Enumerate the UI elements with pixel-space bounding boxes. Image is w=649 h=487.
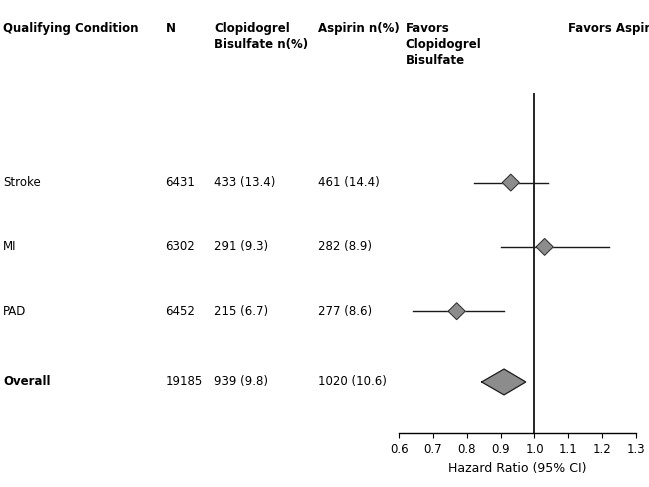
Text: 433 (13.4): 433 (13.4) [214, 176, 276, 189]
Text: Clopidogrel
Bisulfate n(%): Clopidogrel Bisulfate n(%) [214, 22, 308, 51]
Text: 215 (6.7): 215 (6.7) [214, 305, 268, 318]
Text: 6452: 6452 [165, 305, 195, 318]
Text: 461 (14.4): 461 (14.4) [318, 176, 380, 189]
Text: Stroke: Stroke [3, 176, 41, 189]
Text: 939 (9.8): 939 (9.8) [214, 375, 268, 389]
Text: Overall: Overall [3, 375, 51, 389]
Text: 19185: 19185 [165, 375, 202, 389]
Text: MI: MI [3, 241, 17, 253]
Text: 277 (8.6): 277 (8.6) [318, 305, 372, 318]
Text: Favors Aspirin: Favors Aspirin [568, 22, 649, 35]
Text: 6302: 6302 [165, 241, 195, 253]
Text: 1020 (10.6): 1020 (10.6) [318, 375, 387, 389]
Text: N: N [165, 22, 175, 35]
Text: Aspirin n(%): Aspirin n(%) [318, 22, 400, 35]
Polygon shape [502, 174, 519, 191]
Text: 6431: 6431 [165, 176, 195, 189]
Text: PAD: PAD [3, 305, 27, 318]
Polygon shape [448, 303, 465, 319]
Text: Qualifying Condition: Qualifying Condition [3, 22, 139, 35]
Polygon shape [482, 369, 526, 395]
Text: Favors
Clopidogrel
Bisulfate: Favors Clopidogrel Bisulfate [406, 22, 482, 67]
Text: 291 (9.3): 291 (9.3) [214, 241, 268, 253]
Polygon shape [536, 239, 553, 255]
X-axis label: Hazard Ratio (95% CI): Hazard Ratio (95% CI) [448, 462, 587, 475]
Text: 282 (8.9): 282 (8.9) [318, 241, 372, 253]
